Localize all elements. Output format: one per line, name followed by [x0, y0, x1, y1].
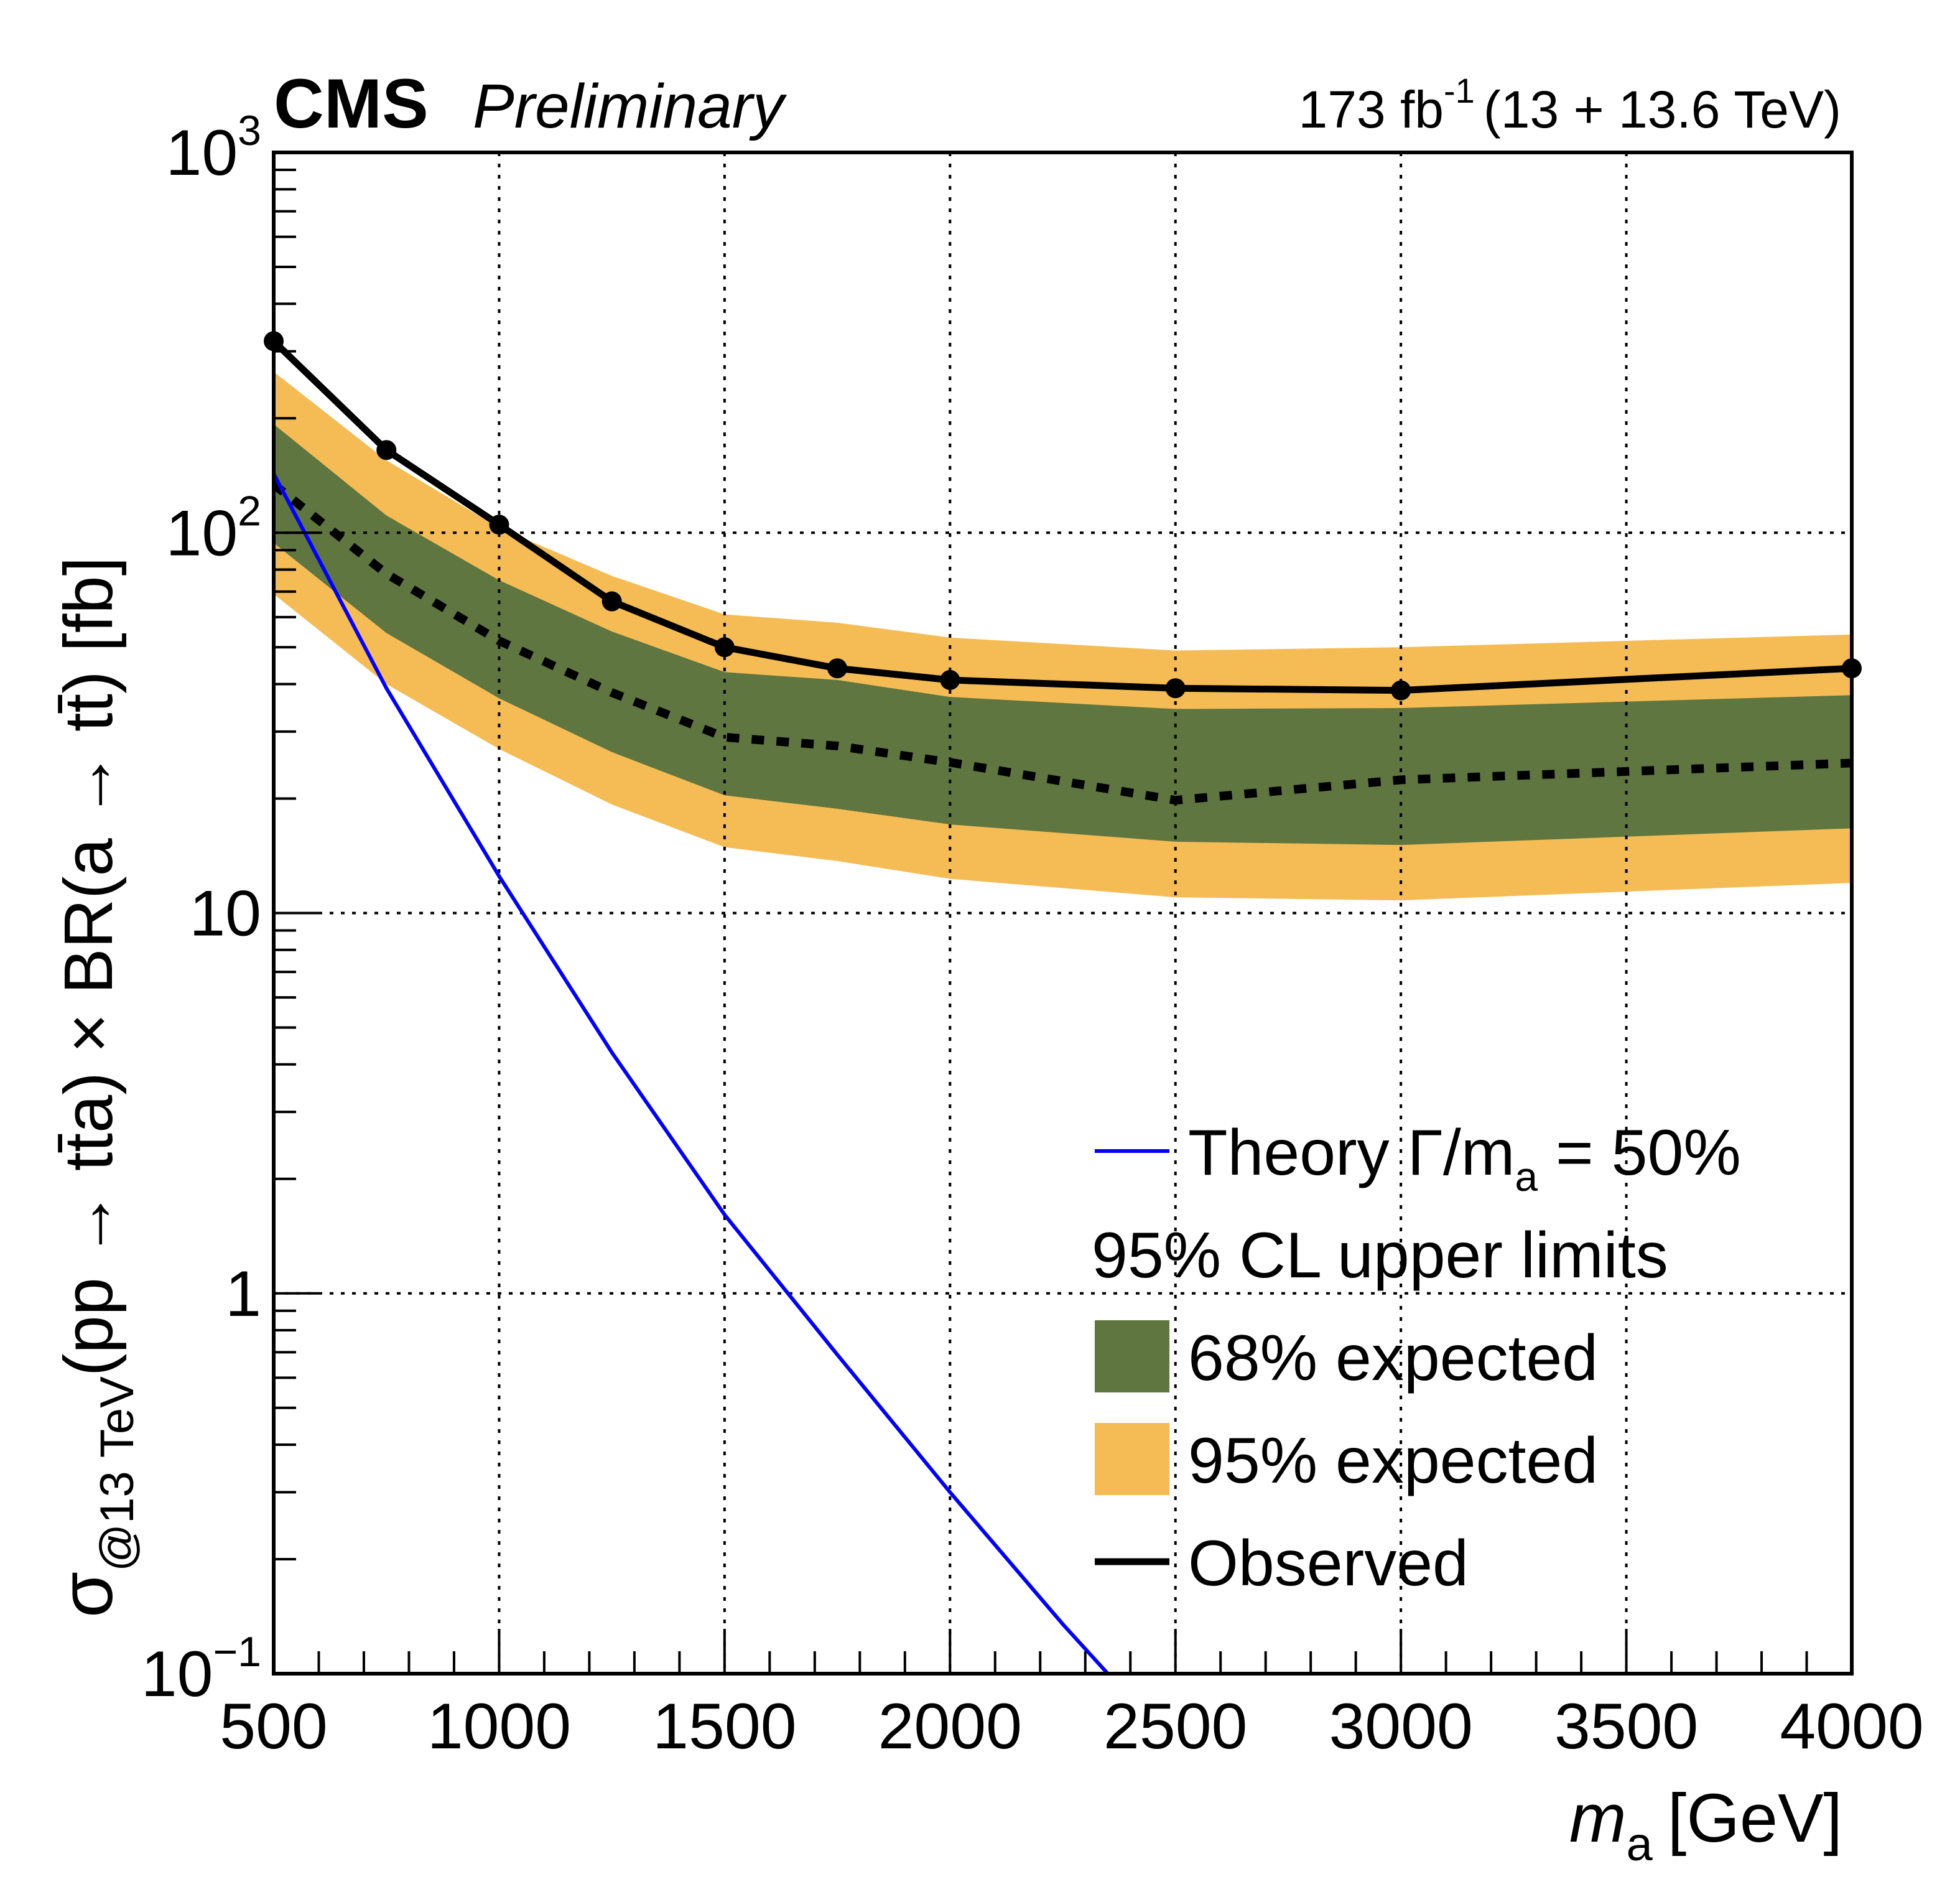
y-tick-base: 10: [165, 497, 238, 569]
legend-label-subscript: a: [1515, 1154, 1538, 1200]
legend-entry: 68% expected: [1095, 1320, 1598, 1394]
legend-label-text: 95% expected: [1188, 1425, 1598, 1497]
y-tick-exponent: −1: [213, 1628, 261, 1676]
band-68-expected: [274, 424, 1852, 846]
x-axis-title-unit: [GeV]: [1668, 1780, 1842, 1857]
y-tick-label: 10−1: [141, 1628, 261, 1710]
observed-markers: [264, 331, 1862, 701]
legend-label: Theory Γ/ma = 50%: [1188, 1117, 1741, 1200]
x-tick-label: 4000: [1780, 1690, 1923, 1763]
theory-line: [274, 472, 1110, 1674]
x-tick-label: 2500: [1103, 1690, 1247, 1763]
legend-box-swatch: [1095, 1320, 1169, 1392]
limit-lines: [274, 338, 1852, 1674]
observed-point: [940, 669, 960, 690]
x-tick-label: 3500: [1554, 1690, 1698, 1763]
x-tick-label: 3000: [1329, 1690, 1472, 1763]
legend-label: Observed: [1188, 1527, 1469, 1600]
legend-entry: Theory Γ/ma = 50%: [1095, 1117, 1741, 1200]
y-tick-label: 103: [165, 107, 261, 189]
y-axis-title-body: (pp → tt̄a) × BR(a → tt̄) [fb]: [50, 557, 127, 1376]
y-axis-title-subscript: @13 TeV: [91, 1376, 144, 1572]
legend-label: 68% expected: [1188, 1322, 1598, 1394]
observed-point: [1165, 678, 1186, 699]
tick-labels: 500 1000 1500 2000 2500 3000 3500 400010−111010…: [141, 107, 1924, 1763]
observed-line: [274, 338, 1852, 694]
legend-label-text: Observed: [1188, 1527, 1469, 1600]
y-tick-label: 102: [165, 487, 261, 569]
expected-bands: [274, 371, 1852, 901]
x-tick-label: 1000: [427, 1690, 571, 1763]
x-axis-title: ma [GeV]: [1569, 1780, 1842, 1871]
legend-entry: Observed: [1095, 1527, 1469, 1600]
observed-point: [489, 515, 509, 535]
grid-lines: [274, 152, 1852, 1674]
legend-box-swatch: [1095, 1423, 1169, 1495]
y-tick-base: 10: [141, 1638, 213, 1710]
legend-label-text: Theory Γ/m: [1188, 1117, 1515, 1189]
x-axis-title-main: m: [1569, 1780, 1627, 1857]
observed-point: [714, 637, 735, 658]
axes: [272, 151, 1854, 1676]
y-tick-base: 10: [165, 117, 238, 189]
legend: Theory Γ/ma = 50% 95% CL upper limits 68% …: [1092, 1117, 1741, 1600]
legend-label: 95% expected: [1188, 1425, 1598, 1497]
y-tick-label: 1: [225, 1258, 261, 1330]
y-tick-exponent: 2: [238, 487, 261, 534]
luminosity-label: 173 fb-1 (13 + 13.6 TeV): [1298, 71, 1841, 139]
expected-line: [274, 481, 1852, 805]
observed-point: [827, 658, 848, 679]
experiment-label: CMS: [274, 65, 429, 142]
lumi-energy: (13 + 13.6 TeV): [1484, 80, 1841, 139]
x-tick-label: 500: [220, 1690, 328, 1763]
legend-entry: 95% CL upper limits: [1092, 1219, 1668, 1292]
status-label: Preliminary: [473, 72, 787, 141]
y-axis-title: σ@13 TeV(pp → tt̄a) × BR(a → tt̄) [fb]: [45, 557, 144, 1618]
legend-label: 95% CL upper limits: [1092, 1219, 1668, 1292]
lumi-exponent: -1: [1444, 71, 1475, 110]
x-tick-label: 2000: [878, 1690, 1022, 1763]
observed-point: [1391, 680, 1411, 701]
y-tick-base: 10: [189, 878, 261, 950]
y-tick-exponent: 3: [238, 107, 261, 154]
legend-entry: 95% expected: [1095, 1423, 1598, 1497]
legend-label-tail: = 50%: [1538, 1117, 1741, 1189]
lumi-value: 173 fb: [1298, 80, 1444, 139]
x-tick-label: 1500: [653, 1690, 796, 1763]
observed-point: [376, 440, 397, 460]
y-tick-base: 1: [225, 1258, 261, 1330]
observed-point: [601, 591, 622, 612]
legend-label-text: 95% CL upper limits: [1092, 1219, 1668, 1292]
y-tick-label: 10: [189, 878, 261, 950]
y-axis-title-sigma: σ: [45, 1572, 128, 1618]
x-axis-title-subscript: a: [1626, 1818, 1653, 1871]
legend-label-text: 68% expected: [1188, 1322, 1598, 1394]
